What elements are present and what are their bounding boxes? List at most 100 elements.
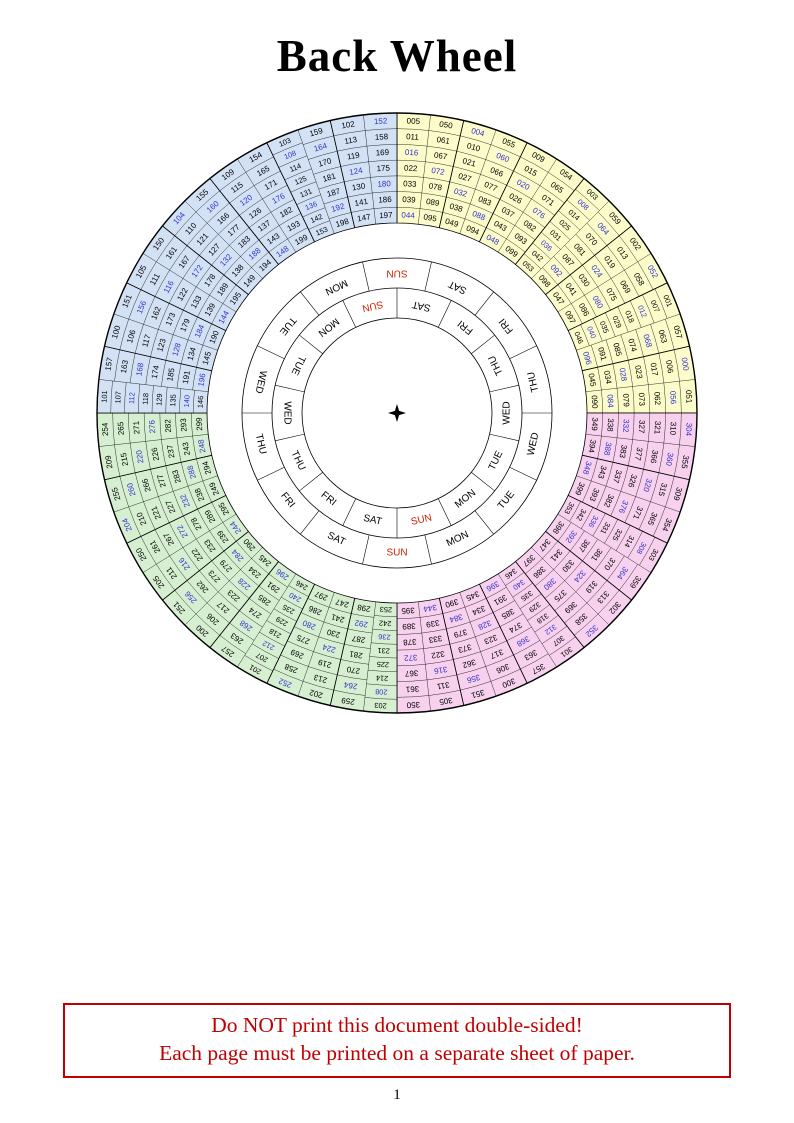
year-cell: 114 (288, 161, 302, 174)
leap-year-cell: 140 (182, 395, 192, 408)
year-cell: 243 (181, 441, 192, 456)
year-cell: 073 (637, 392, 647, 406)
leap-year-cell: 288 (185, 464, 197, 480)
year-cell: 146 (196, 396, 206, 409)
year-sector: 3013073123183293353403463573633683743853… (478, 560, 585, 684)
year-cell: 085 (611, 342, 623, 358)
year-cell: 007 (649, 299, 662, 314)
year-cell: 123 (155, 337, 167, 353)
day-cell: FRI (278, 491, 297, 510)
year-sector: 0020130190240300410470520580690750800860… (544, 225, 668, 332)
year-cell: 029 (610, 314, 623, 329)
year-cell: 119 (346, 150, 361, 161)
page-title: Back Wheel (276, 31, 518, 81)
year-cell: 181 (322, 171, 338, 183)
year-cell: 237 (165, 444, 176, 459)
leap-year-cell: 044 (401, 211, 415, 221)
year-cell: 310 (668, 422, 678, 436)
year-cell: 259 (340, 695, 355, 706)
day-cell: SAT (447, 278, 469, 296)
year-cell: 078 (428, 181, 443, 192)
year-cell: 021 (462, 156, 478, 168)
year-cell: 163 (119, 359, 130, 374)
year-cell: 271 (132, 420, 142, 434)
year-sector: 209 215 220 226 237 243 248 254 265 271 276 282 293 2… (96, 412, 213, 481)
leap-year-cell: 000 (679, 357, 690, 372)
warning-line-2: Each page must be printed on a separate … (159, 1041, 635, 1066)
year-cell: 338 (605, 418, 615, 432)
year-cell: 117 (140, 333, 152, 348)
leap-year-cell: 012 (636, 304, 649, 319)
year-cell: 011 (406, 132, 420, 142)
outer-day-ring: SUN SAT FRI THU WED TUE MON SUN SAT FRI THU WED TUE M… (242, 261, 552, 565)
year-sector: 2002062172232282342452512562622732792842… (161, 530, 280, 649)
year-cell: 255 (110, 486, 122, 502)
year-cell: 283 (170, 468, 182, 484)
year-cell: 142 (309, 212, 324, 225)
year-cell: 343 (596, 464, 608, 480)
day-cell: SUN (410, 513, 433, 528)
year-cell: 101 (100, 390, 110, 403)
leap-year-cell: 124 (349, 166, 364, 177)
year-cell: 061 (436, 135, 451, 146)
year-cell: 339 (425, 618, 440, 629)
back-wheel-diagram: 005 011 016 022 033 039 044 050 061 067 072 078 089 0… (96, 112, 698, 714)
year-cell: 103 (277, 136, 292, 149)
year-cell: 327 (637, 420, 647, 434)
leap-year-cell: 316 (433, 664, 448, 675)
year-cell: 186 (378, 195, 392, 205)
year-cell: 355 (679, 455, 690, 470)
year-cell: 187 (326, 186, 342, 198)
year-cell: 033 (403, 179, 417, 189)
year-cell: 001 (661, 293, 674, 308)
year-cell: 326 (626, 473, 638, 489)
leap-year-cell: 056 (668, 391, 678, 405)
leap-year-cell: 292 (353, 618, 368, 629)
year-cell: 395 (401, 606, 415, 616)
year-cell: 362 (461, 657, 477, 669)
year-cell: 270 (345, 664, 360, 675)
year-sector: 0040100210270320380490550600660770830880… (438, 120, 528, 243)
year-sector: 105 111 116 122 133 139 1441501611671721781891… (126, 225, 250, 332)
year-cell: 023 (633, 365, 644, 380)
year-cell: 017 (648, 362, 659, 377)
leap-year-cell: 164 (313, 141, 329, 153)
leap-year-cell: 224 (321, 642, 337, 654)
leap-year-cell: 068 (641, 333, 653, 349)
year-cell: 305 (438, 695, 453, 706)
year-cell: 198 (335, 217, 351, 229)
year-cell: 281 (348, 649, 363, 660)
year-cell: 027 (457, 171, 473, 183)
year-cell: 063 (656, 329, 668, 345)
year-cell: 337 (611, 469, 623, 485)
year-cell: 090 (590, 395, 600, 409)
year-cell: 209 (103, 454, 114, 469)
year-cell: 366 (648, 449, 659, 464)
day-cell: THU (253, 433, 268, 455)
day-cell: MON (453, 487, 478, 510)
leap-year-cell: 168 (134, 361, 145, 376)
year-cell: 373 (457, 642, 473, 654)
year-sector: 005 011 016 022 033 039 044 050 061 067 072 078 089 0… (396, 112, 465, 229)
leap-year-cell: 348 (581, 460, 593, 476)
year-sector: 102 113 119 124 130 141 147 152 158 169 175 180 186 1… (329, 112, 398, 229)
year-cell: 311 (436, 680, 451, 691)
year-cell: 159 (308, 126, 324, 138)
year-cell: 100 (110, 324, 122, 340)
year-cell: 225 (376, 660, 389, 670)
year-cell: 091 (596, 346, 608, 362)
leap-year-cell: 108 (283, 148, 298, 161)
year-sector: 2012072122182292352402462572632682742852… (209, 560, 316, 684)
leap-year-cell: 016 (405, 148, 419, 158)
year-cell: 062 (652, 391, 662, 405)
day-cell: THU (487, 354, 506, 377)
day-cell: THU (526, 371, 541, 393)
year-cell: 213 (312, 672, 328, 684)
leap-year-cell: 372 (403, 653, 417, 663)
year-cell: 322 (430, 649, 445, 660)
year-cell: 394 (586, 439, 597, 454)
year-cell: 253 (380, 605, 393, 615)
year-cell: 039 (402, 195, 416, 205)
year-cell: 241 (330, 612, 346, 624)
year-cell: 153 (314, 225, 329, 238)
